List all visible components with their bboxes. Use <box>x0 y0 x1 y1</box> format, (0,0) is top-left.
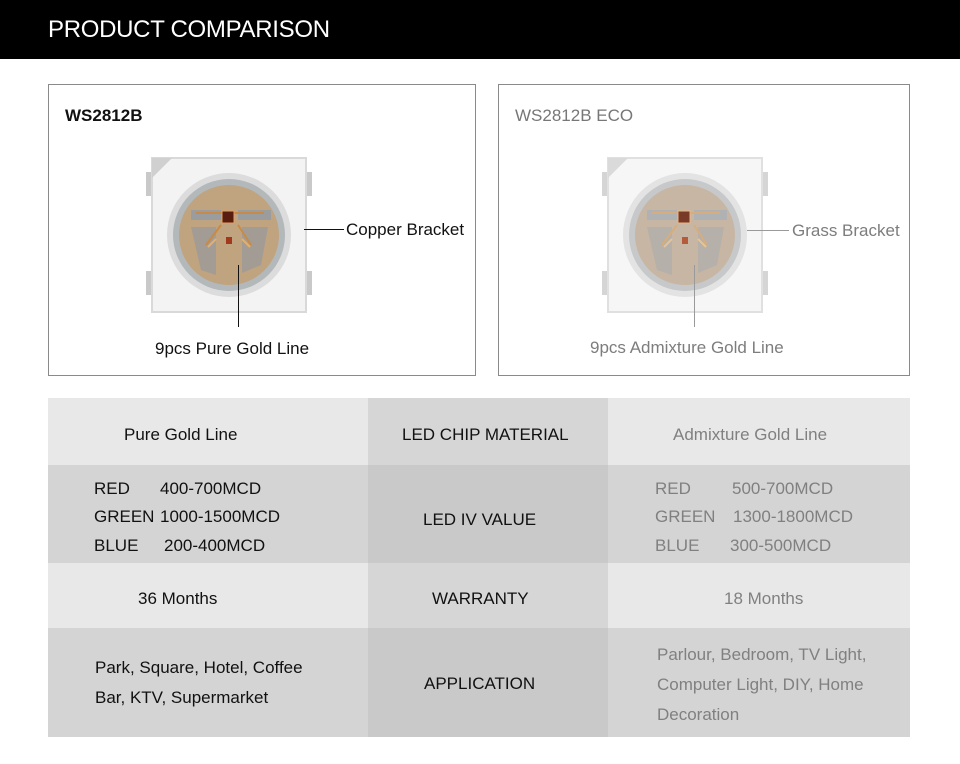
page-header: PRODUCT COMPARISON <box>0 0 960 59</box>
right-cell: 18 Months <box>608 563 910 628</box>
page-title: PRODUCT COMPARISON <box>48 16 330 43</box>
left-cell: 36 Months <box>48 563 368 628</box>
mcd-value: 500-700MCD <box>732 479 834 498</box>
mcd-value: 1300-1800MCD <box>733 507 854 526</box>
right-cell: Parlour, Bedroom, TV Light, Computer Lig… <box>608 628 910 737</box>
led-chip-copper-image <box>146 157 312 313</box>
right-cell: RED 500-700MCD GREEN 1300-1800MCD BLUE 3… <box>608 465 910 563</box>
application-line: Computer Light, DIY, Home <box>657 675 864 694</box>
callout-line-bracket <box>747 230 789 231</box>
ws2812b-panel: WS2812B Copper Bracket 9pcs Pure Gold Li… <box>48 84 476 376</box>
cell-value: 36 Months <box>138 589 218 608</box>
row-label: APPLICATION <box>424 674 536 693</box>
table-row: 36 Months WARRANTY 18 Months <box>48 563 910 628</box>
row-label: LED CHIP MATERIAL <box>402 425 569 444</box>
admixture-gold-line-label: 9pcs Admixture Gold Line <box>590 338 784 357</box>
cell-value: Admixture Gold Line <box>673 425 828 444</box>
application-line: Park, Square, Hotel, Coffee <box>95 658 303 677</box>
table-row: Park, Square, Hotel, Coffee Bar, KTV, Su… <box>48 628 910 737</box>
row-label: LED IV VALUE <box>423 510 537 529</box>
grass-bracket-label: Grass Bracket <box>792 221 900 240</box>
row-label-cell: APPLICATION <box>368 628 608 737</box>
row-label-cell: LED CHIP MATERIAL <box>368 398 608 465</box>
application-line: Bar, KTV, Supermarket <box>95 688 269 707</box>
callout-line-gold <box>238 265 239 327</box>
panel-title: WS2812B ECO <box>515 106 634 125</box>
pure-gold-line-label: 9pcs Pure Gold Line <box>155 339 310 358</box>
cell-value: 18 Months <box>724 589 804 608</box>
left-cell: RED 400-700MCD GREEN 1000-1500MCD BLUE 2… <box>48 465 368 563</box>
color-name: RED <box>655 479 691 498</box>
mcd-value: 400-700MCD <box>160 479 262 498</box>
mcd-value: 300-500MCD <box>730 536 832 555</box>
table-row: RED 400-700MCD GREEN 1000-1500MCD BLUE 2… <box>48 465 910 563</box>
led-chip-grass-image <box>602 157 768 313</box>
row-label-cell: WARRANTY <box>368 563 608 628</box>
panel-title: WS2812B <box>65 106 143 125</box>
left-cell: Park, Square, Hotel, Coffee Bar, KTV, Su… <box>48 628 368 737</box>
mcd-value: 200-400MCD <box>164 536 266 555</box>
callout-line-gold <box>694 265 695 327</box>
mcd-value: 1000-1500MCD <box>160 507 281 526</box>
application-line: Parlour, Bedroom, TV Light, <box>657 645 867 664</box>
color-name: GREEN <box>94 507 155 526</box>
row-label-cell: LED IV VALUE <box>368 465 608 563</box>
application-line: Decoration <box>657 705 740 724</box>
color-name: RED <box>94 479 130 498</box>
table-row: Pure Gold Line LED CHIP MATERIAL Admixtu… <box>48 398 910 465</box>
ws2812b-eco-panel: WS2812B ECO Grass Bracket 9pcs Admixture… <box>498 84 910 376</box>
left-cell: Pure Gold Line <box>48 398 368 465</box>
copper-bracket-label: Copper Bracket <box>346 220 465 239</box>
cell-value: Pure Gold Line <box>124 425 238 444</box>
color-name: BLUE <box>655 536 700 555</box>
row-label: WARRANTY <box>432 589 529 608</box>
color-name: BLUE <box>94 536 139 555</box>
callout-line-bracket <box>304 229 344 230</box>
color-name: GREEN <box>655 507 716 526</box>
right-cell: Admixture Gold Line <box>608 398 910 465</box>
